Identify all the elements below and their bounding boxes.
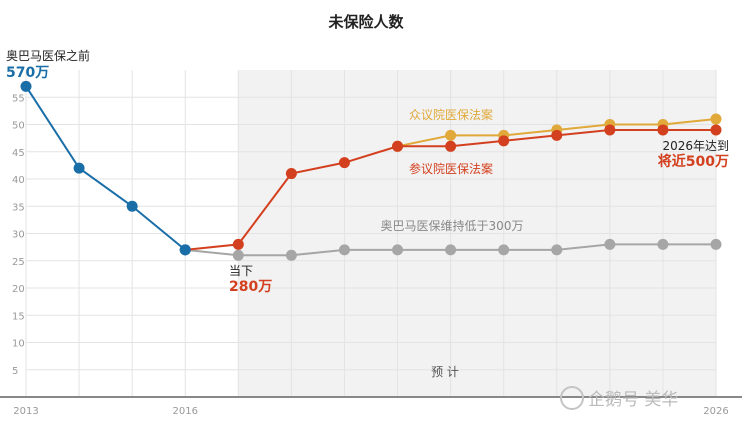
y-axis-ticks: 5 10 15 20 25 30 35 40 45 50 55 <box>12 93 25 377</box>
data-point-senate <box>604 124 616 136</box>
annotation-before-value: 570万 <box>6 65 49 81</box>
annotation-before-label: 奥巴马医保之前 <box>6 48 90 63</box>
data-point-senate <box>232 238 244 250</box>
watermark: 企鹅号 美华 <box>560 386 678 410</box>
data-point-house <box>445 129 457 141</box>
data-point-maintain <box>551 244 563 256</box>
y-tick-label: 40 <box>12 175 25 186</box>
data-point-senate <box>285 168 297 180</box>
annotation-now-label: 当下 <box>229 264 253 278</box>
y-tick-label: 10 <box>12 339 25 350</box>
x-tick-label: 2026 <box>703 406 728 417</box>
data-point-before <box>126 200 138 212</box>
data-point-maintain <box>338 244 350 256</box>
data-point-maintain <box>232 249 244 261</box>
y-tick-label: 50 <box>12 121 25 132</box>
x-tick-label: 2013 <box>13 406 38 417</box>
y-tick-label: 15 <box>12 311 25 322</box>
data-point-senate <box>392 140 404 152</box>
data-point-maintain <box>445 244 457 256</box>
annotation-end-label: 2026年达到 <box>662 139 729 153</box>
data-point-senate <box>710 124 722 136</box>
annotation-end-value: 将近500万 <box>658 153 729 170</box>
y-tick-label: 20 <box>12 284 25 295</box>
data-point-senate <box>657 124 669 136</box>
y-tick-label: 35 <box>12 202 25 213</box>
data-point-senate <box>498 135 510 147</box>
series-line-before <box>25 85 186 251</box>
y-tick-label: 45 <box>12 148 25 159</box>
series-label-senate-bill: 参议院医保法案 <box>409 161 493 176</box>
y-tick-label: 5 <box>12 366 18 377</box>
grid-lines <box>25 70 717 397</box>
data-point-before <box>20 80 32 92</box>
data-point-senate <box>551 129 563 141</box>
forecast-label: 预 计 <box>431 365 459 379</box>
data-point-before <box>73 162 85 174</box>
data-point-senate <box>445 140 457 152</box>
data-point-maintain <box>657 238 669 250</box>
series-label-maintain: 奥巴马医保维持低于300万 <box>381 218 524 233</box>
series-group <box>20 80 722 261</box>
data-point-maintain <box>604 238 616 250</box>
x-tick-label: 2016 <box>173 406 198 417</box>
watermark-logo-icon <box>560 386 584 410</box>
watermark-text: 企鹅号 美华 <box>588 390 678 410</box>
y-tick-label: 55 <box>12 93 25 104</box>
annotation-now-value: 280万 <box>229 279 272 295</box>
y-tick-label: 25 <box>12 257 25 268</box>
data-point-before <box>179 244 191 256</box>
data-point-maintain <box>392 244 404 256</box>
data-point-senate <box>338 157 350 169</box>
chart-title: 未保险人数 <box>327 13 404 31</box>
data-point-maintain <box>498 244 510 256</box>
series-label-house-bill: 众议院医保法案 <box>409 107 493 122</box>
data-point-maintain <box>285 249 297 261</box>
y-tick-label: 30 <box>12 230 25 241</box>
x-axis-ticks: 2013 2016 2026 <box>13 406 728 417</box>
data-point-maintain <box>710 238 722 250</box>
data-point-house <box>710 113 722 125</box>
